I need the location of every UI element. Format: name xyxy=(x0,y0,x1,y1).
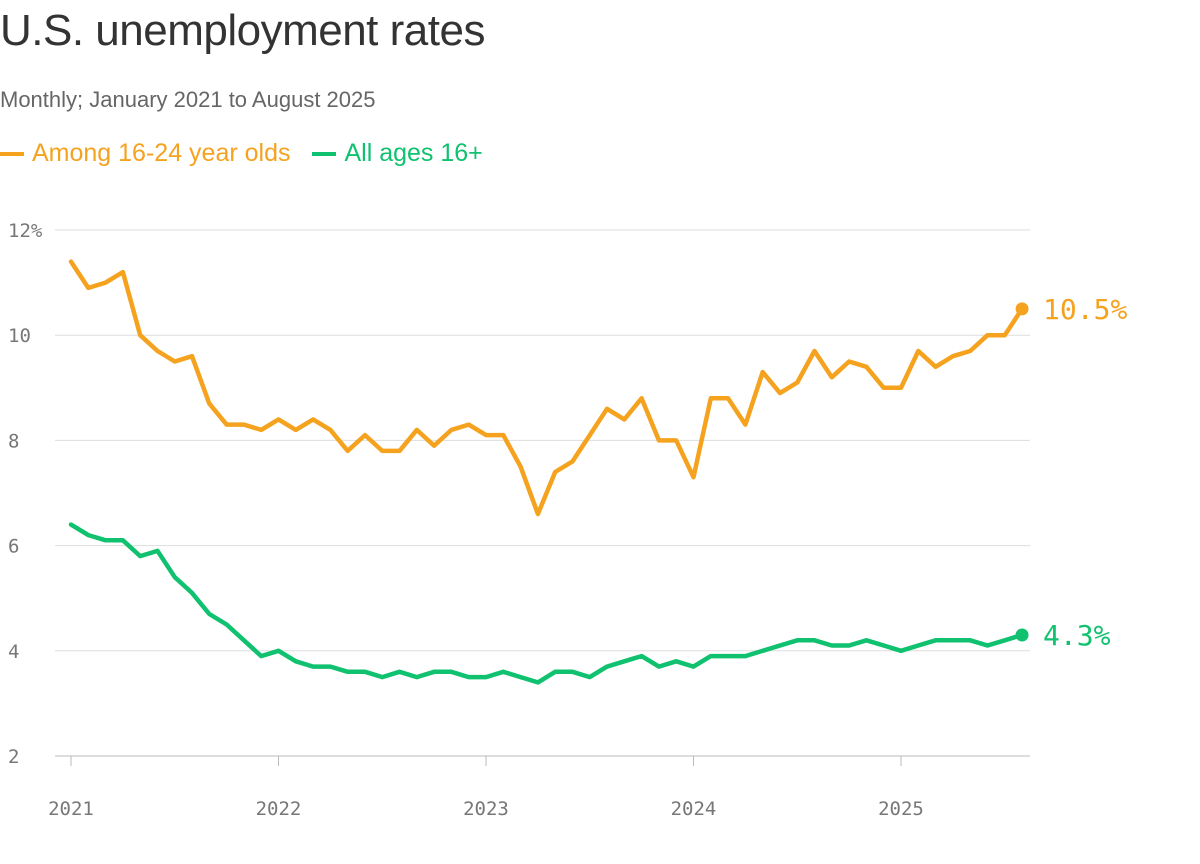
series-end-label-1: 4.3% xyxy=(1043,619,1111,652)
series-line-0 xyxy=(68,259,1025,517)
legend-swatch-all-ages xyxy=(312,151,337,156)
series-end-dot-1 xyxy=(1015,628,1029,642)
chart-subtitle: Monthly; January 2021 to August 2025 xyxy=(0,87,376,112)
legend-label-all-ages: All ages 16+ xyxy=(344,139,483,167)
legend-label-youth: Among 16-24 year olds xyxy=(32,139,291,167)
legend-swatch-youth xyxy=(0,151,24,156)
legend-item-all-ages: All ages 16+ xyxy=(312,139,483,168)
series-end-dot-0 xyxy=(1015,302,1029,316)
y-tick-label: 4 xyxy=(8,641,19,663)
x-tick-label: 2024 xyxy=(671,798,717,820)
series-line-1 xyxy=(68,522,1025,685)
y-tick-label: 12% xyxy=(8,220,43,242)
series-end-label-0: 10.5% xyxy=(1043,293,1127,326)
y-tick-label: 8 xyxy=(8,430,19,452)
chart-legend: Among 16-24 year olds All ages 16+ xyxy=(0,139,505,168)
legend-item-youth: Among 16-24 year olds xyxy=(0,139,290,168)
y-tick-label: 10 xyxy=(8,325,31,347)
x-tick-label: 2021 xyxy=(48,798,94,820)
x-tick-label: 2023 xyxy=(463,798,509,820)
y-tick-label: 2 xyxy=(8,746,19,768)
chart-title: U.S. unemployment rates xyxy=(0,6,485,55)
x-tick-label: 2022 xyxy=(256,798,302,820)
x-tick-label: 2025 xyxy=(878,798,924,820)
y-tick-label: 6 xyxy=(8,536,19,558)
